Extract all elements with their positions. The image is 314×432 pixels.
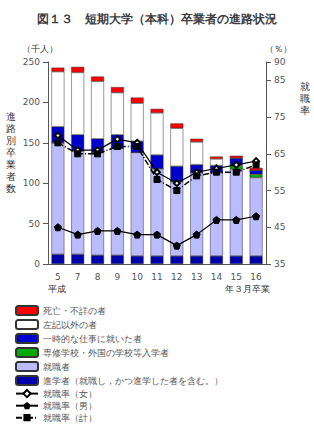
svg-text:（％）: （％） [265,44,292,54]
svg-text:死亡・不詳の者: 死亡・不詳の者 [43,306,106,316]
svg-text:進: 進 [6,111,16,122]
svg-text:年３月卒業: 年３月卒業 [225,284,270,294]
svg-text:路: 路 [6,123,16,134]
svg-text:250: 250 [23,57,40,67]
svg-text:90: 90 [274,57,286,67]
svg-text:55: 55 [274,186,285,196]
svg-text:75: 75 [274,112,285,122]
svg-text:50: 50 [29,219,41,229]
svg-text:職: 職 [300,93,310,104]
svg-text:数: 数 [6,183,16,194]
svg-text:率: 率 [300,105,310,116]
svg-text:14: 14 [211,272,223,282]
svg-text:5: 5 [55,272,61,282]
svg-text:就職者: 就職者 [43,362,70,372]
svg-text:0: 0 [34,259,40,269]
svg-text:200: 200 [23,97,40,107]
svg-text:一時的な仕事に就いた者: 一時的な仕事に就いた者 [43,334,142,344]
svg-text:150: 150 [23,138,40,148]
svg-text:（千人）: （千人） [22,44,58,54]
svg-text:就職率（計）: 就職率（計） [43,413,97,423]
svg-text:15: 15 [231,272,242,282]
svg-text:図１３ 短期大学（本科）卒業者の進路状況: 図１３ 短期大学（本科）卒業者の進路状況 [37,12,277,26]
svg-text:卒: 卒 [6,147,16,158]
svg-text:業: 業 [6,159,16,170]
svg-text:別: 別 [6,135,16,146]
svg-text:65: 65 [274,149,285,159]
svg-text:専修学校・外国の学校等入学者: 専修学校・外国の学校等入学者 [43,348,169,358]
svg-text:35: 35 [274,259,285,269]
svg-text:45: 45 [274,222,285,232]
svg-text:左記以外の者: 左記以外の者 [43,320,97,330]
svg-text:16: 16 [250,272,262,282]
svg-text:8: 8 [95,272,101,282]
svg-text:13: 13 [191,272,202,282]
svg-text:進学者（就職し，かつ進学した者を含む。）: 進学者（就職し，かつ進学した者を含む。） [43,376,223,386]
svg-text:者: 者 [6,171,16,182]
svg-text:11: 11 [151,272,162,282]
svg-text:平成: 平成 [48,284,66,294]
svg-text:10: 10 [131,272,143,282]
svg-text:9: 9 [114,272,120,282]
svg-text:12: 12 [171,272,182,282]
svg-text:85: 85 [274,75,285,85]
svg-text:100: 100 [23,178,40,188]
svg-text:就職率（男）: 就職率（男） [43,401,97,411]
svg-text:7: 7 [75,272,81,282]
svg-text:就職率（女）: 就職率（女） [43,389,97,399]
svg-text:就: 就 [300,81,310,92]
